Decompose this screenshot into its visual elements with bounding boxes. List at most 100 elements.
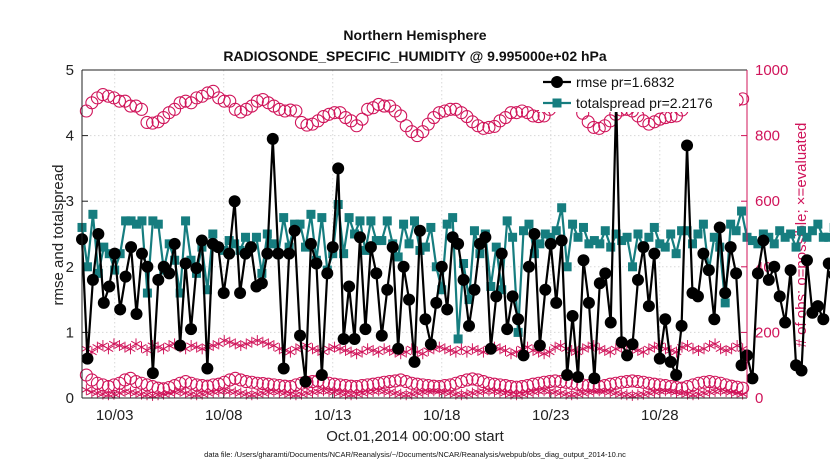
totalspread-point <box>693 229 703 239</box>
rmse-point <box>626 338 639 351</box>
star-stroke <box>103 345 114 352</box>
star-stroke <box>627 392 638 399</box>
star-stroke <box>406 390 417 398</box>
rmse-point <box>168 237 181 250</box>
rmse-point <box>593 277 606 290</box>
obs-possible-point <box>173 96 187 110</box>
rmse-point <box>702 264 715 277</box>
y-tick-label: 0 <box>66 390 74 407</box>
star-stroke <box>285 348 296 356</box>
totalspread-point <box>562 262 572 272</box>
totalspread-point <box>371 236 381 246</box>
rmse-point <box>135 247 148 260</box>
star-stroke <box>737 390 748 398</box>
star-stroke <box>197 345 208 352</box>
obs-evaluated-point <box>494 343 505 355</box>
totalspread-point <box>360 245 370 255</box>
totalspread-point <box>698 219 708 229</box>
star-stroke <box>583 388 594 396</box>
rmse-point <box>708 313 721 326</box>
y-tick-label: 4 <box>66 128 74 145</box>
obs-evaluated-low-point <box>246 389 257 401</box>
star-stroke <box>158 390 169 398</box>
rmse-point <box>544 237 557 250</box>
obs-possible-low-point <box>636 375 650 389</box>
totalspread-point <box>753 239 763 249</box>
obs-possible-point <box>300 118 314 132</box>
rmse-point <box>217 287 230 300</box>
obs-possible-point <box>476 121 490 135</box>
star-stroke <box>461 390 472 398</box>
totalspread-point <box>557 203 567 213</box>
rmse-point <box>419 313 432 326</box>
totalspread-point <box>437 285 447 295</box>
star-stroke <box>290 345 301 352</box>
star-stroke <box>450 348 461 356</box>
y-tick-label: 1 <box>66 324 74 341</box>
rmse-point <box>746 372 759 385</box>
totalspread-point <box>655 239 665 249</box>
obs-evaluated-point <box>340 344 351 356</box>
obs-possible-low-point <box>620 375 634 389</box>
star-stroke <box>643 389 654 397</box>
obs-evaluated-point <box>687 343 699 355</box>
totalspread-point <box>519 226 529 236</box>
star-stroke <box>699 345 710 352</box>
star-stroke <box>704 342 715 349</box>
star-stroke <box>147 392 158 399</box>
legend-totalspread-marker <box>552 98 562 108</box>
rmse-point <box>343 280 356 293</box>
rmse-point <box>615 336 628 349</box>
rmse-point <box>364 241 377 254</box>
rmse-point <box>779 316 792 329</box>
star-stroke <box>572 348 583 356</box>
rmse-point <box>103 280 116 293</box>
rmse-point <box>550 296 563 309</box>
star-stroke <box>153 391 164 398</box>
totalspread-point <box>459 259 469 269</box>
rmse-point <box>283 247 296 260</box>
star-stroke <box>494 345 505 352</box>
star-stroke <box>412 389 423 397</box>
obs-evaluated-point <box>252 335 263 347</box>
obs-evaluated-point <box>119 341 130 353</box>
star-stroke <box>252 337 263 344</box>
star-stroke <box>202 389 213 397</box>
obs-evaluated-point <box>362 343 373 355</box>
rmse-point <box>435 260 448 273</box>
star-stroke <box>362 388 373 396</box>
rmse-point <box>719 287 732 300</box>
rmse-point <box>642 300 655 313</box>
obs-possible-point <box>327 106 342 120</box>
totalspread-point <box>546 232 556 242</box>
totalspread-point <box>513 327 523 337</box>
data-file-footnote: data file: /Users/gharamti/Documents/NCA… <box>204 450 626 459</box>
star-stroke <box>246 339 257 346</box>
x-axis-label: Oct.01,2014 00:00:00 start <box>326 428 504 445</box>
totalspread-point <box>399 219 409 229</box>
star-stroke <box>528 347 539 354</box>
star-stroke <box>472 388 483 396</box>
totalspread-point <box>284 242 294 252</box>
rmse-point <box>724 241 737 254</box>
star-stroke <box>340 347 351 354</box>
totalspread-point <box>300 242 310 252</box>
rmse-point <box>212 241 225 254</box>
star-stroke <box>103 391 114 398</box>
totalspread-point <box>797 226 807 236</box>
star-stroke <box>522 389 533 397</box>
star-stroke <box>461 348 472 356</box>
totalspread-point <box>448 213 458 223</box>
totalspread-point <box>306 209 316 219</box>
obs-evaluated-point <box>550 341 561 353</box>
star-stroke <box>246 391 257 398</box>
star-stroke <box>467 389 478 397</box>
rmse-point <box>304 237 317 250</box>
rmse-point <box>353 231 366 244</box>
obs-evaluated-point <box>335 343 346 355</box>
rmse-point <box>272 247 285 260</box>
totalspread-point <box>355 216 365 226</box>
totalspread-point <box>121 216 131 226</box>
obs-evaluated-point <box>665 344 676 356</box>
star-stroke <box>649 388 660 396</box>
